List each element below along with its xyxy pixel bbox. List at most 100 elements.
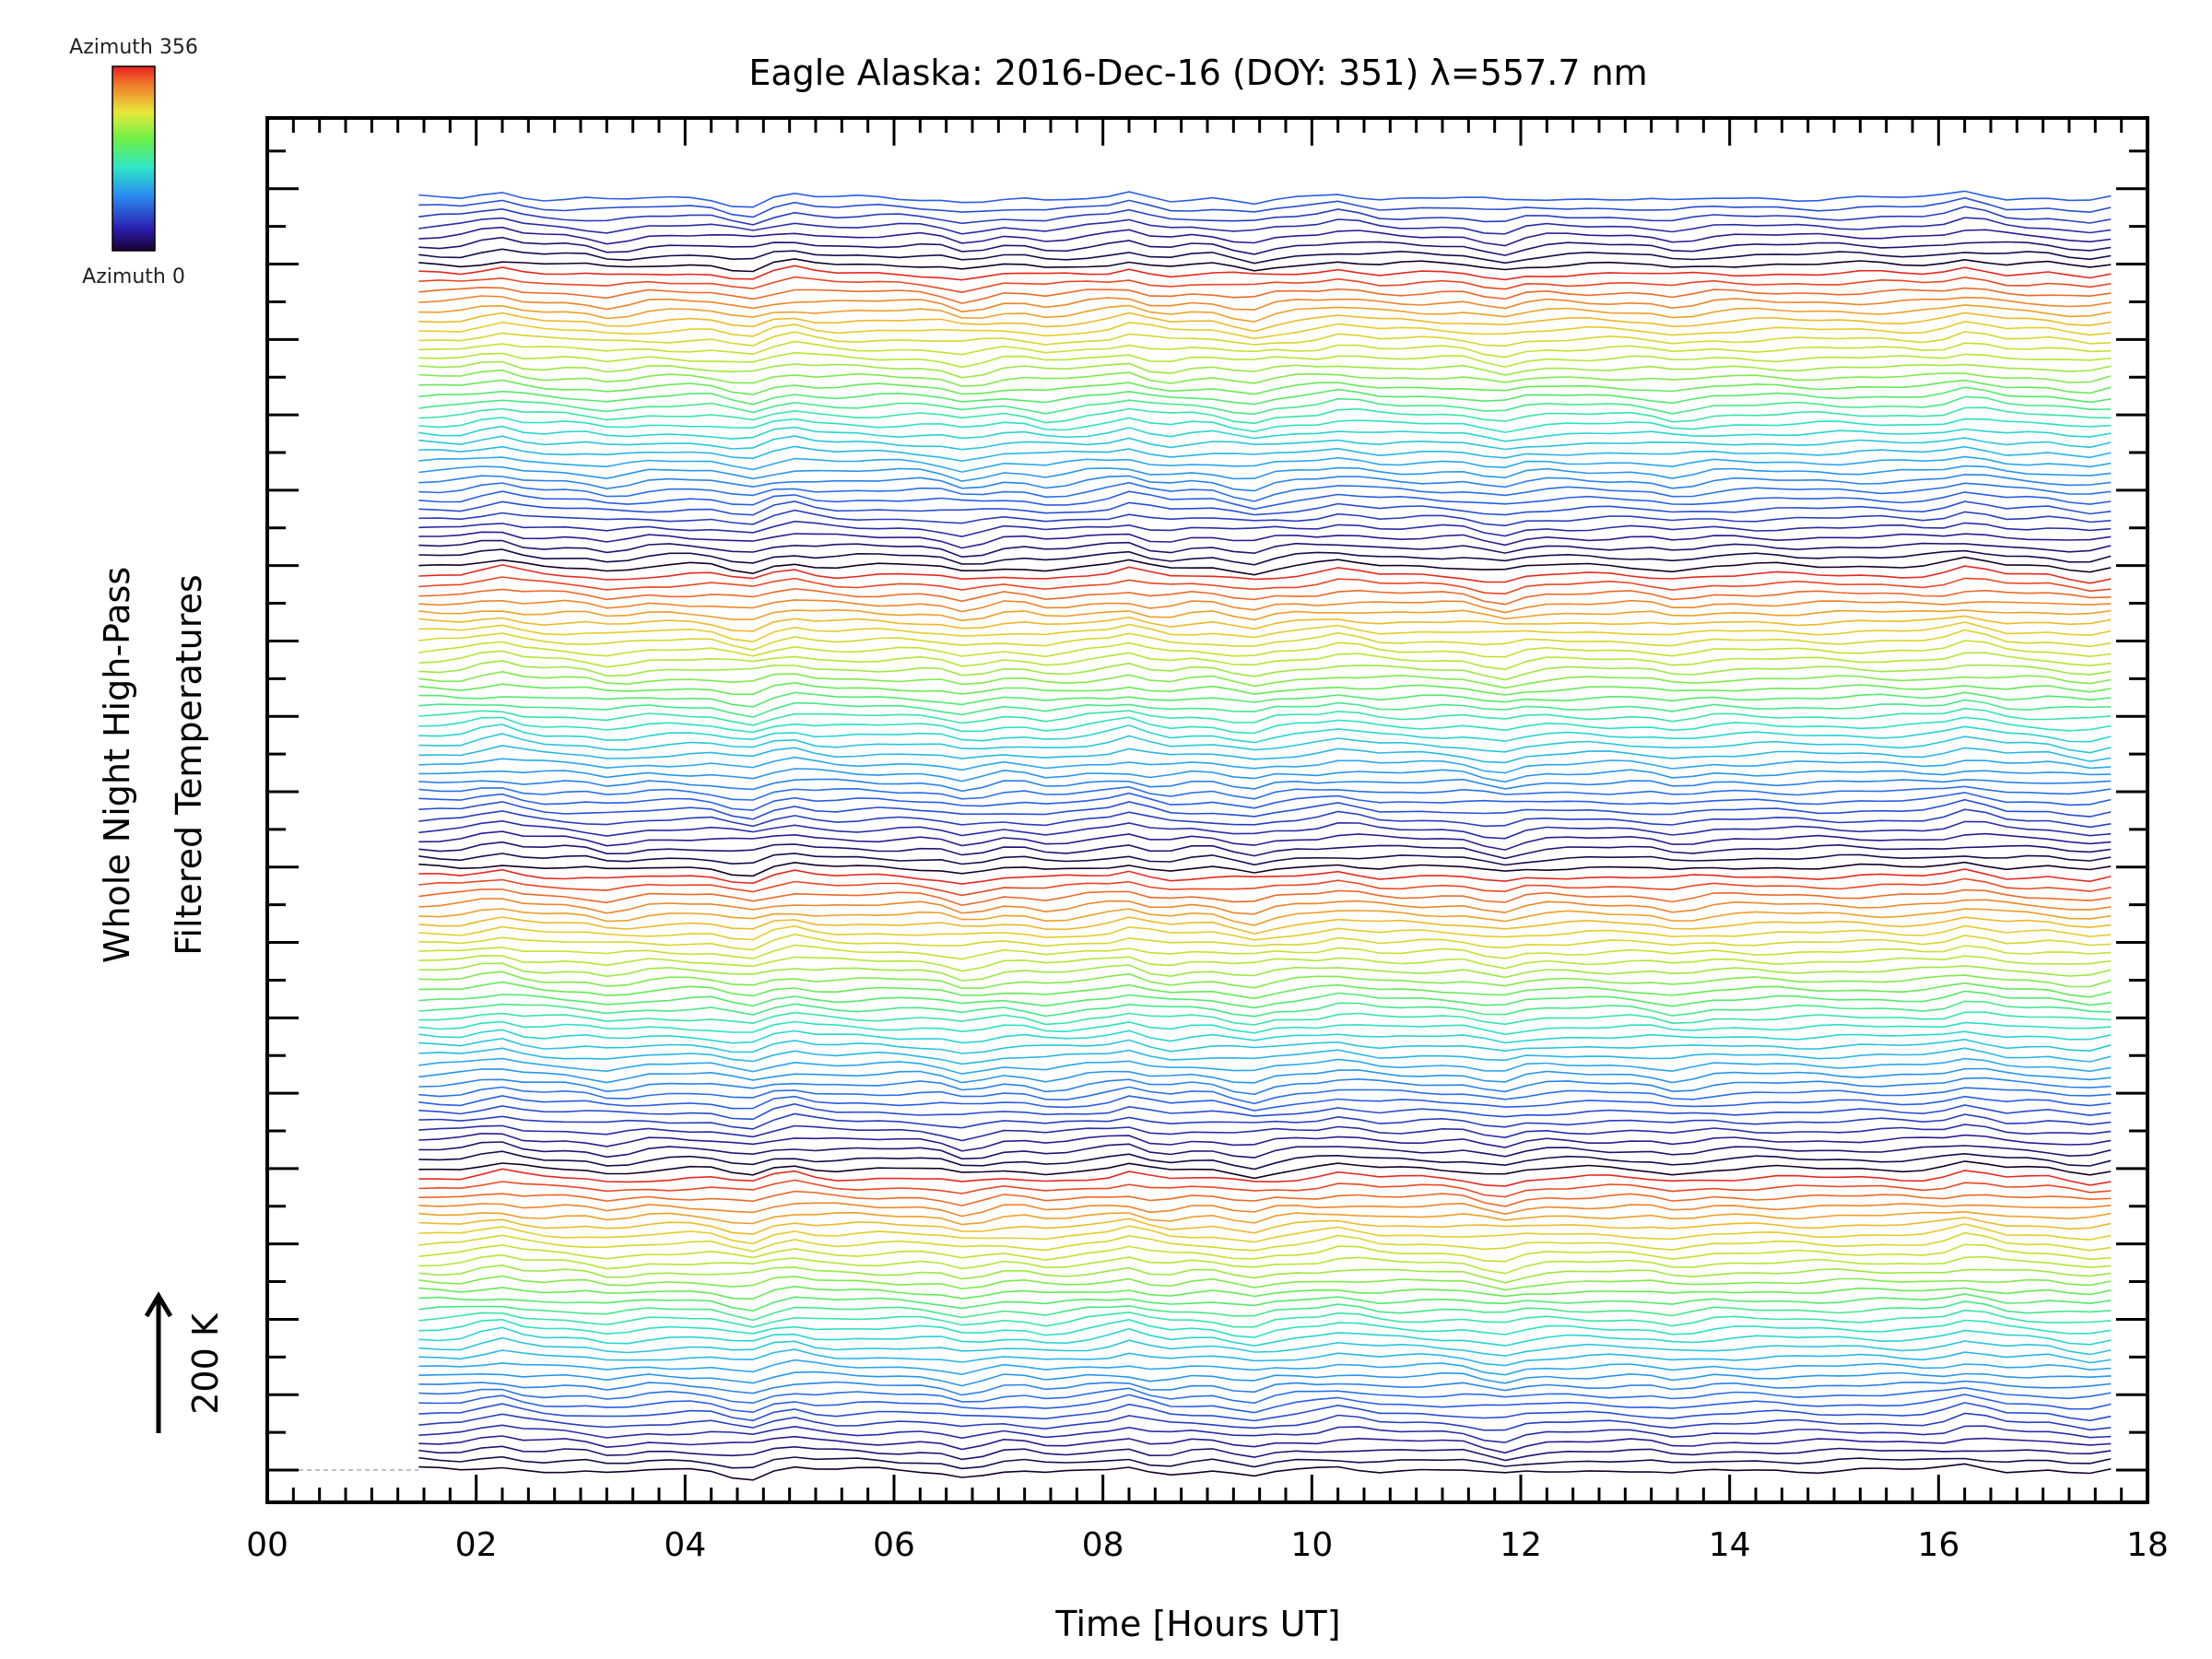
x-tick-label: 06	[873, 1526, 915, 1564]
series-line	[418, 716, 2112, 735]
series-line	[418, 520, 2112, 538]
series-line	[418, 1231, 2112, 1253]
series-line	[418, 369, 2112, 387]
series-line	[418, 1326, 2112, 1347]
series-line	[418, 1102, 2112, 1121]
series-line	[418, 1264, 2112, 1284]
series-line	[418, 1243, 2112, 1263]
y-axis-label-line1: Whole Night High-Pass	[97, 567, 137, 963]
series-line	[418, 785, 2112, 801]
series-line	[418, 417, 2112, 433]
series-line	[418, 340, 2112, 359]
x-tick-label: 08	[1082, 1526, 1124, 1564]
series-line	[418, 295, 2112, 313]
series-line	[418, 933, 2112, 951]
y-axis-label: Whole Night High-Pass Filtered Temperatu…	[97, 567, 209, 963]
series-line	[418, 944, 2112, 960]
series-line	[418, 265, 2112, 281]
series-line	[418, 599, 2112, 614]
series-line	[418, 1336, 2112, 1357]
y-axis-label-line2: Filtered Temperatures	[169, 574, 209, 955]
plot-border	[265, 116, 2149, 1504]
x-tick-label: 04	[664, 1526, 706, 1564]
series-line	[418, 1202, 2112, 1218]
series-line	[418, 650, 2112, 671]
series-line	[418, 445, 2112, 463]
series-line	[418, 1253, 2112, 1275]
series-line	[418, 640, 2112, 658]
series-line	[418, 745, 2112, 764]
x-tick-label: 18	[2126, 1526, 2169, 1564]
series-line	[418, 455, 2112, 473]
series-line	[418, 798, 2112, 820]
series-line	[418, 990, 2112, 1009]
series-line	[418, 681, 2112, 696]
series-line	[418, 1077, 2112, 1096]
series-line	[418, 236, 2112, 256]
series-line	[418, 768, 2112, 783]
series-line	[418, 1435, 2112, 1454]
series-line	[418, 1124, 2112, 1142]
series-line	[418, 861, 2112, 877]
series-line	[418, 217, 2112, 235]
series-line	[418, 564, 2112, 584]
series-line	[418, 531, 2112, 549]
series-line	[418, 819, 2112, 840]
series-line	[418, 587, 2112, 606]
series-line	[418, 386, 2112, 406]
series-line	[418, 304, 2112, 324]
series-line	[418, 954, 2112, 972]
x-axis-label: Time [Hours UT]	[1054, 1604, 1340, 1644]
series-line	[418, 1300, 2112, 1322]
series-line	[418, 908, 2112, 926]
series-line	[418, 406, 2112, 425]
series-line	[418, 1455, 2112, 1470]
series-line	[418, 435, 2112, 451]
series-line	[418, 778, 2112, 793]
temperature-series-group	[299, 190, 2112, 1481]
series-line	[418, 287, 2112, 304]
series-line	[418, 196, 2112, 218]
series-line	[418, 1394, 2112, 1414]
series-line	[418, 548, 2112, 566]
series-line	[418, 1412, 2112, 1431]
series-line	[418, 395, 2112, 416]
x-tick-label: 00	[246, 1526, 288, 1564]
series-line	[418, 1463, 2112, 1481]
series-line	[418, 1067, 2112, 1084]
scale-bar: 200 K	[144, 1291, 226, 1433]
series-line	[418, 916, 2112, 935]
series-line	[418, 1150, 2112, 1171]
series-line	[418, 1160, 2112, 1180]
colorbar-top-label: Azimuth 356	[69, 36, 198, 59]
series-line	[418, 425, 2112, 442]
series-line	[418, 877, 2112, 897]
plot-frame	[265, 116, 2149, 1504]
series-line	[418, 1293, 2112, 1312]
series-line	[418, 1285, 2112, 1300]
series-line	[418, 331, 2112, 347]
series-line	[418, 379, 2112, 395]
colorbar: Azimuth 356 Azimuth 0	[69, 36, 198, 288]
series-line	[418, 1380, 2112, 1396]
series-line	[418, 509, 2112, 527]
colorbar-gradient	[112, 65, 156, 252]
series-line	[418, 981, 2112, 1000]
series-line	[418, 629, 2112, 652]
series-line	[418, 258, 2112, 273]
x-tick-labels: 00 02 04 06 08 10 12 14 16 18	[246, 1526, 2169, 1564]
series-line	[418, 481, 2112, 502]
x-tick-label: 14	[1709, 1526, 1751, 1564]
series-line	[418, 1112, 2112, 1130]
series-line	[418, 853, 2112, 866]
series-line	[418, 320, 2112, 340]
chart-title: Eagle Alaska: 2016-Dec-16 (DOY: 351) λ=5…	[748, 53, 1647, 93]
series-line	[418, 312, 2112, 333]
scale-bar-label: 200 K	[185, 1312, 226, 1415]
series-line	[418, 615, 2112, 632]
series-line	[418, 888, 2112, 907]
series-line	[418, 1386, 2112, 1405]
series-line	[418, 1190, 2112, 1207]
series-line	[418, 248, 2112, 265]
x-tick-label: 02	[455, 1526, 498, 1564]
